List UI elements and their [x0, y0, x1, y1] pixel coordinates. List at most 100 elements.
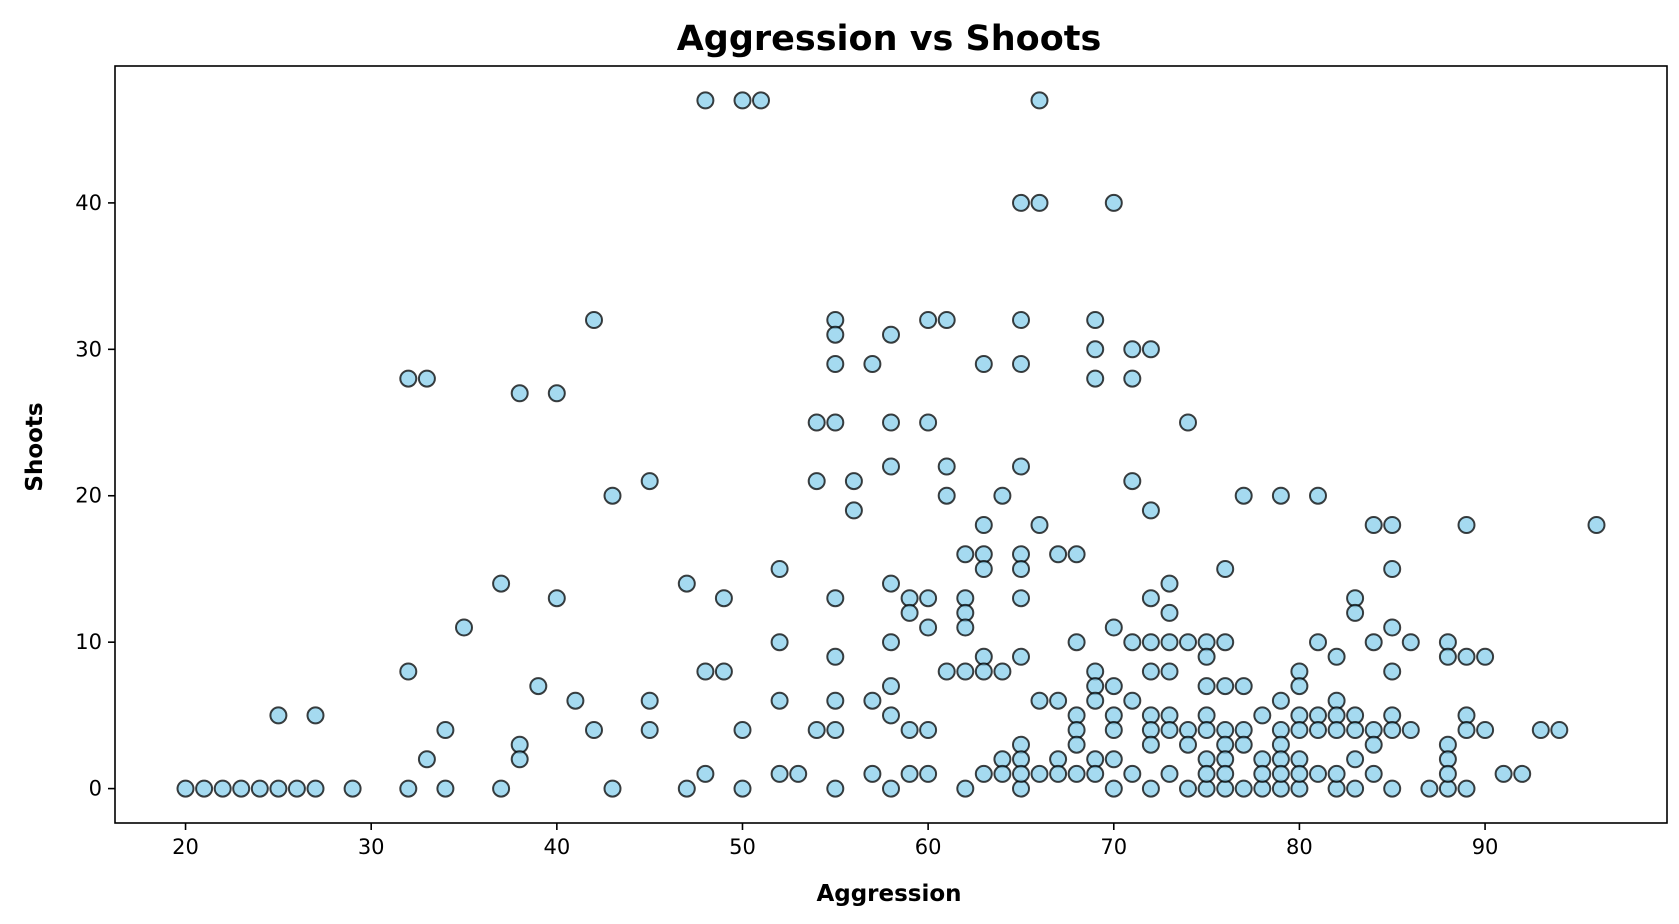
data-point	[1364, 721, 1383, 739]
data-point	[1253, 764, 1272, 783]
data-point	[677, 574, 696, 593]
data-point	[1216, 677, 1235, 696]
data-point	[974, 545, 993, 564]
data-point	[399, 662, 418, 681]
data-point	[1364, 633, 1383, 652]
data-point	[1197, 779, 1216, 798]
data-point	[1327, 691, 1346, 710]
data-point	[585, 721, 603, 739]
data-point	[250, 779, 269, 798]
data-point	[1420, 779, 1439, 798]
data-point	[937, 662, 956, 681]
data-point	[1271, 691, 1290, 710]
data-point	[213, 779, 232, 798]
data-point	[1290, 779, 1309, 798]
data-point	[1086, 764, 1105, 783]
data-point	[1012, 560, 1030, 578]
data-point	[1012, 589, 1030, 608]
data-point	[919, 589, 938, 608]
data-point	[547, 384, 566, 403]
data-point	[1327, 779, 1346, 798]
data-point	[993, 764, 1012, 783]
x-tick-label: 30	[358, 835, 385, 859]
y-tick-label: 40	[75, 191, 102, 215]
data-point	[1346, 750, 1365, 769]
data-point	[900, 603, 919, 622]
data-point	[1383, 721, 1402, 739]
data-point	[399, 779, 418, 798]
data-point	[1141, 589, 1160, 608]
data-point	[714, 662, 733, 681]
data-point	[1141, 501, 1160, 520]
data-point	[547, 589, 566, 608]
data-point	[1253, 750, 1272, 769]
data-point	[993, 486, 1012, 505]
data-point	[826, 779, 845, 798]
data-point	[1141, 662, 1160, 681]
data-point	[1012, 457, 1030, 476]
data-point	[1290, 764, 1309, 783]
data-point	[1086, 311, 1105, 329]
data-point	[826, 311, 845, 329]
data-point	[900, 721, 919, 739]
data-point	[1049, 750, 1068, 769]
data-point	[1290, 750, 1309, 769]
data-point	[807, 413, 826, 432]
data-point	[1476, 721, 1495, 739]
data-point	[1179, 633, 1197, 652]
data-point	[919, 413, 938, 432]
data-point	[1012, 764, 1030, 783]
data-point	[640, 472, 659, 491]
data-point	[733, 779, 752, 798]
data-point	[1457, 721, 1476, 739]
data-point	[826, 721, 845, 739]
data-point	[826, 413, 845, 432]
data-point	[956, 618, 975, 637]
data-point	[195, 779, 214, 798]
data-point	[1160, 662, 1179, 681]
data-point	[1030, 764, 1049, 783]
data-point	[1383, 662, 1402, 681]
data-point	[956, 589, 975, 608]
data-point	[1327, 721, 1346, 739]
data-point	[269, 779, 288, 798]
data-point	[1216, 750, 1235, 769]
data-point	[1123, 340, 1142, 359]
data-point	[306, 706, 325, 725]
data-point	[770, 764, 789, 783]
data-point	[733, 721, 752, 739]
data-point	[937, 311, 956, 329]
data-point	[1234, 677, 1253, 696]
data-point	[1012, 779, 1030, 798]
data-point	[974, 560, 993, 578]
data-point	[1309, 764, 1327, 783]
data-point	[826, 355, 845, 373]
data-point	[1179, 735, 1197, 754]
data-point	[529, 677, 548, 696]
data-point	[1049, 764, 1068, 783]
data-point	[1141, 721, 1160, 739]
x-tick-label: 60	[915, 835, 942, 859]
data-point	[510, 750, 529, 769]
data-point	[1531, 721, 1550, 739]
data-point	[919, 311, 938, 329]
data-point	[1197, 764, 1216, 783]
data-point	[882, 677, 900, 696]
data-point	[807, 472, 826, 491]
data-point	[1197, 647, 1216, 666]
data-point	[677, 779, 696, 798]
data-point	[1067, 545, 1086, 564]
points-layer	[176, 91, 1606, 798]
data-point	[863, 764, 882, 783]
data-point	[1383, 516, 1402, 534]
data-point	[882, 413, 900, 432]
data-point	[1457, 516, 1476, 534]
data-point	[1364, 735, 1383, 754]
data-point	[1364, 516, 1383, 534]
x-axis-label: Aggression	[816, 881, 961, 907]
data-point	[1160, 764, 1179, 783]
data-point	[1271, 764, 1290, 783]
data-point	[1160, 574, 1179, 593]
data-point	[974, 647, 993, 666]
x-tick-label: 80	[1286, 835, 1313, 859]
